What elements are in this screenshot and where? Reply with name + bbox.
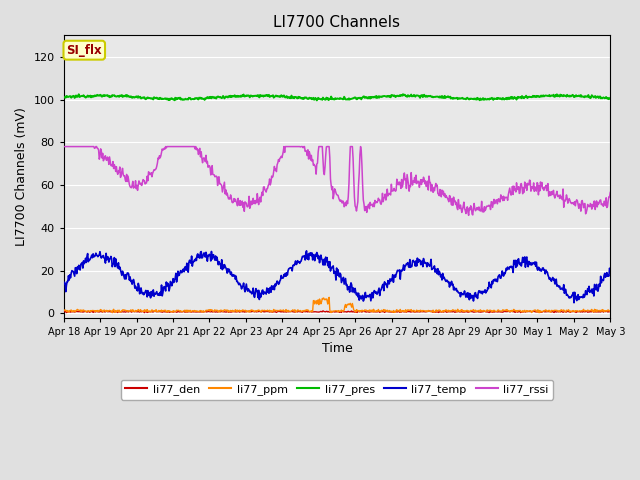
X-axis label: Time: Time	[322, 342, 353, 355]
Legend: li77_den, li77_ppm, li77_pres, li77_temp, li77_rssi: li77_den, li77_ppm, li77_pres, li77_temp…	[121, 380, 553, 399]
Title: LI7700 Channels: LI7700 Channels	[273, 15, 401, 30]
Text: SI_flx: SI_flx	[67, 44, 102, 57]
Y-axis label: LI7700 Channels (mV): LI7700 Channels (mV)	[15, 107, 28, 246]
